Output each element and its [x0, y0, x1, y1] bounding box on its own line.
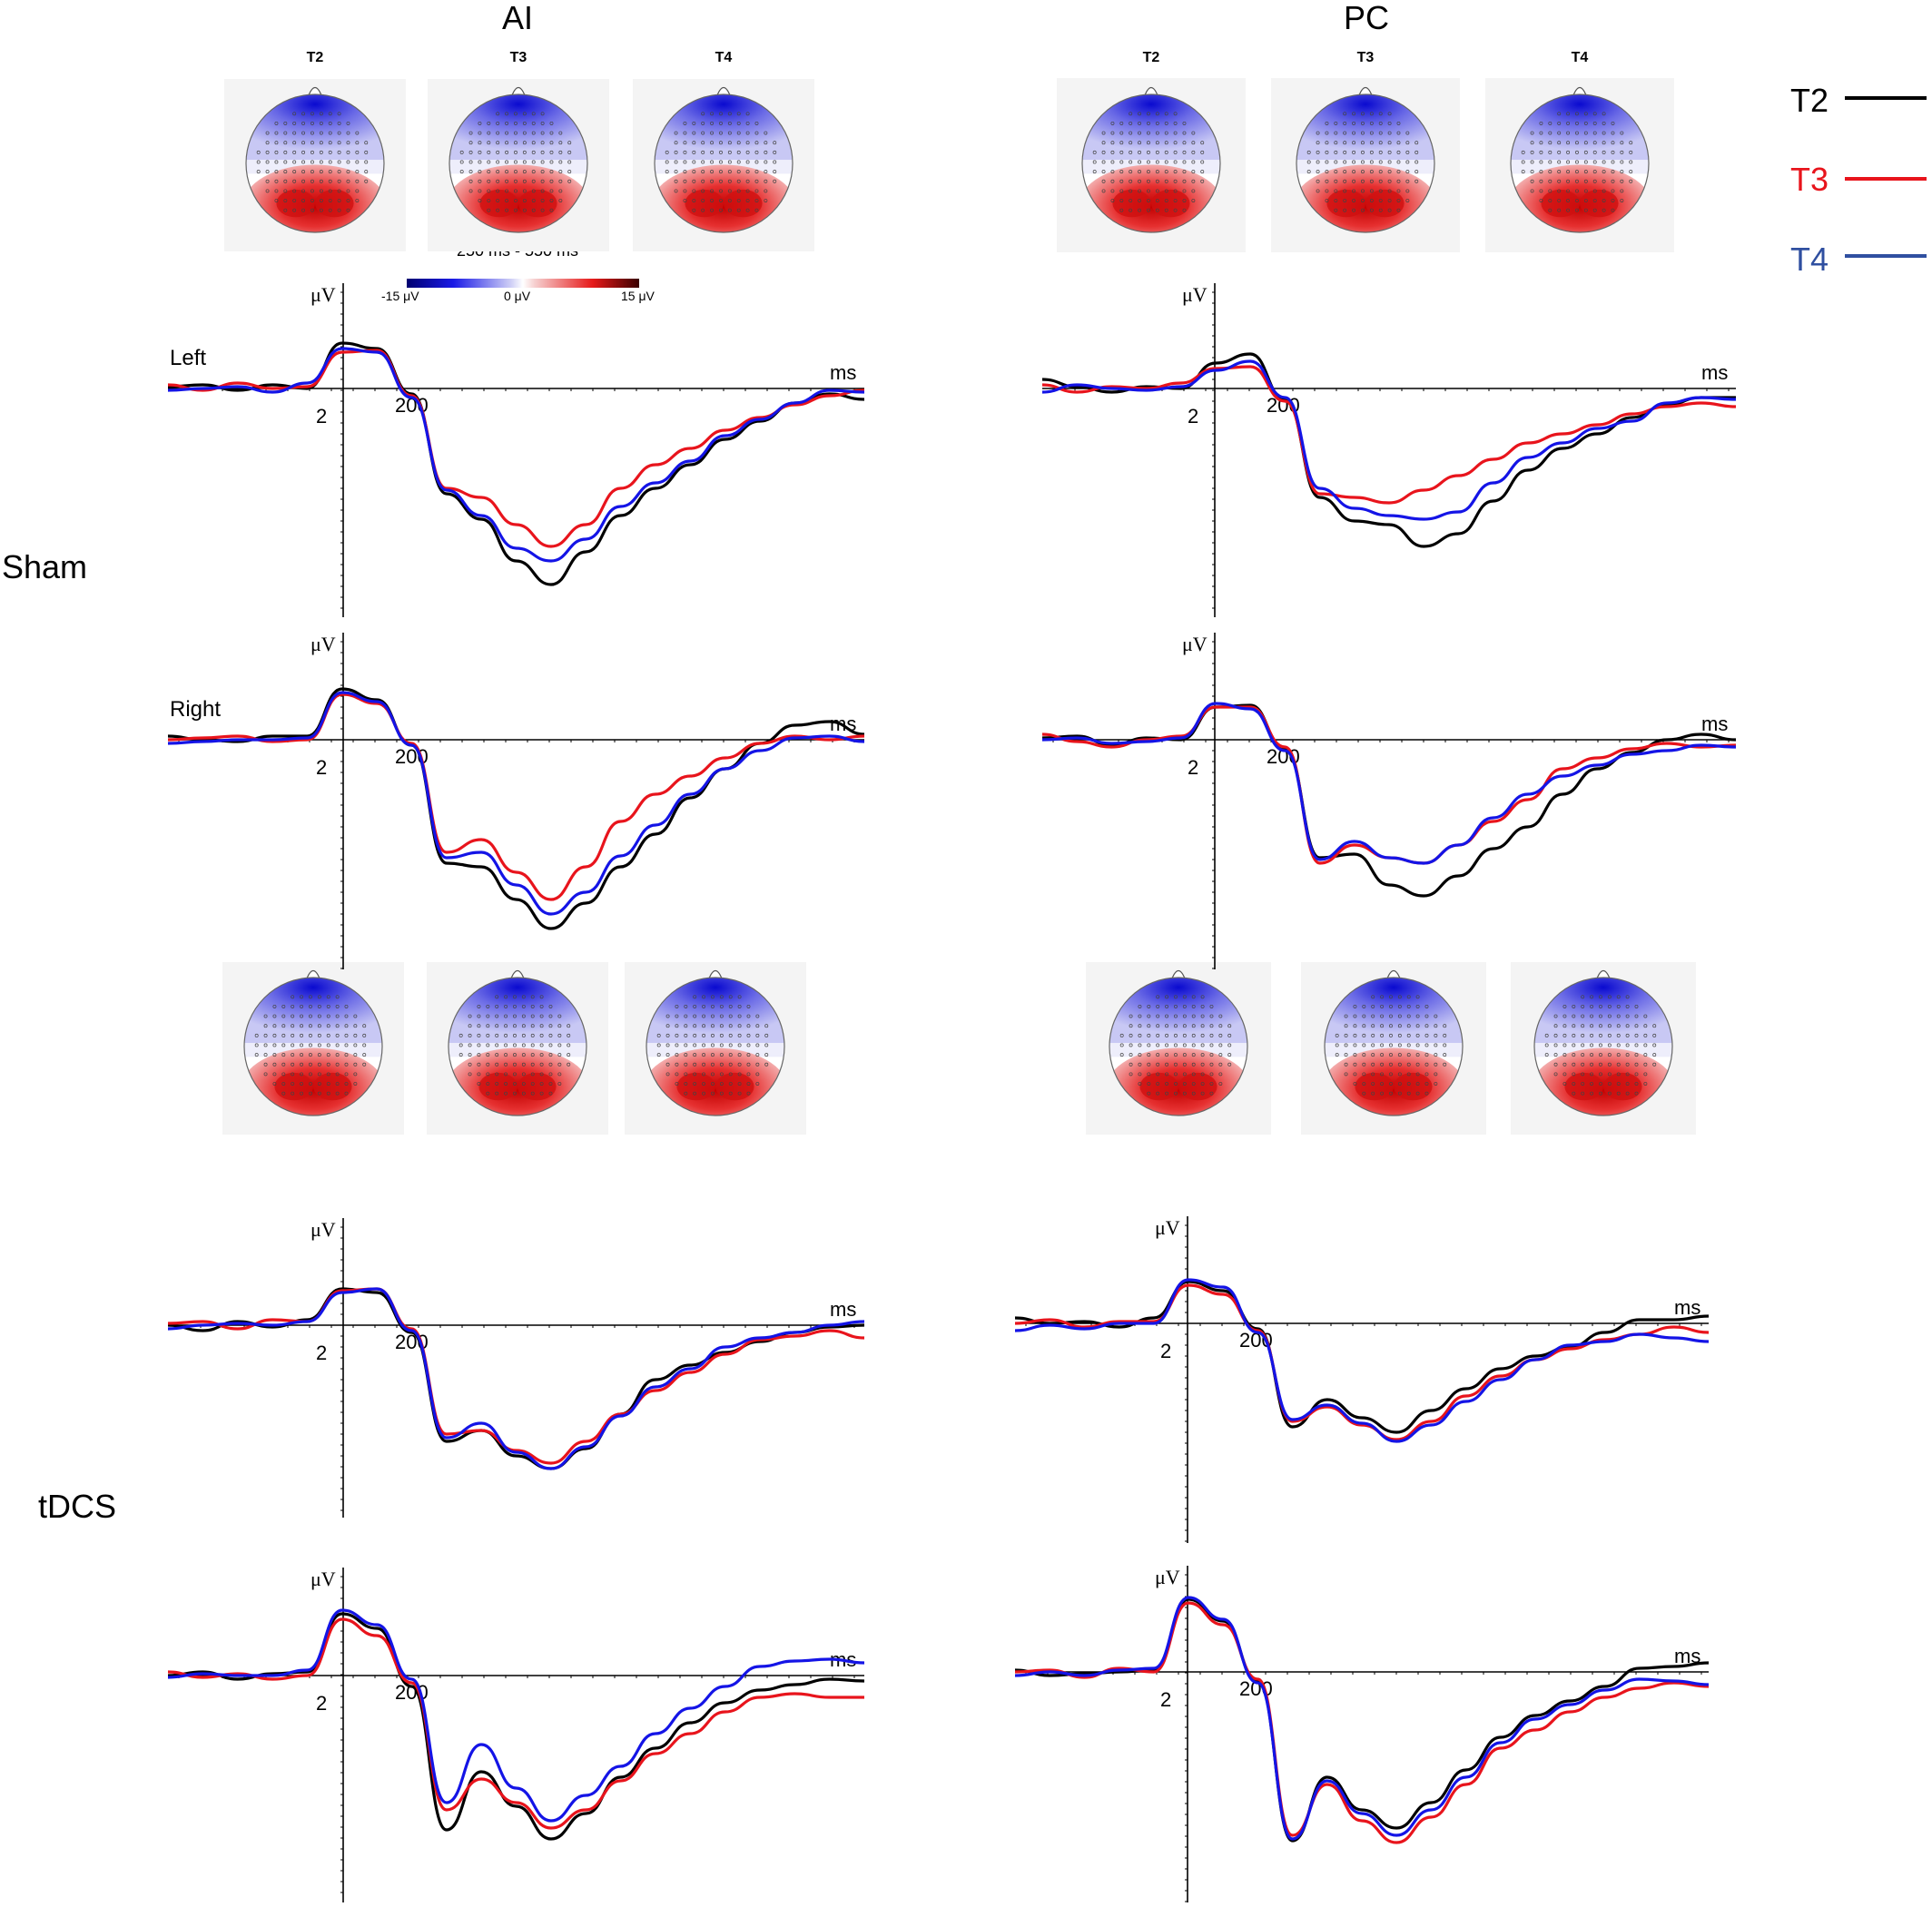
x-unit-label: ms: [830, 361, 856, 384]
erp-line-t3: [1041, 705, 1737, 865]
topomap: T2: [224, 50, 406, 251]
y-unit-label: μV: [310, 1568, 336, 1590]
y-unit-label: μV: [310, 633, 336, 655]
y-unit-label: μV: [1182, 283, 1208, 306]
y-unit-label: μV: [1155, 1566, 1180, 1588]
x-unit-label: ms: [1701, 361, 1728, 384]
erp-line-t2: [1014, 1597, 1710, 1843]
erp-line-t3: [1041, 365, 1737, 505]
topomap: T3: [1271, 50, 1460, 252]
erp-line-t3: [167, 349, 865, 548]
y-tick-label: 2: [316, 405, 327, 428]
y-unit-label: μV: [310, 283, 336, 306]
topomap: T4: [1485, 50, 1674, 252]
y-unit-label: μV: [1182, 633, 1208, 655]
topomap: [1301, 962, 1486, 1135]
colorbar: [407, 279, 639, 288]
topomap: [625, 962, 806, 1135]
erp-line-t4: [167, 347, 865, 563]
y-tick-label: 2: [1160, 1688, 1171, 1711]
x-unit-label: ms: [1701, 713, 1728, 735]
topomap: T2: [1057, 50, 1246, 252]
erp-line-t3: [1014, 1601, 1710, 1844]
legend-label-t4: T4: [1790, 241, 1828, 278]
erp-line-t4: [1014, 1596, 1710, 1841]
topomap-title: T3: [510, 50, 527, 65]
y-tick-label: 2: [316, 1342, 327, 1364]
erp-line-t4: [1014, 1278, 1710, 1443]
erp-panels: μVms2002LeftμVms2002RightμVms2002μVms200…: [167, 283, 1737, 1902]
y-tick-label: 2: [316, 1692, 327, 1715]
colorbar-mid-label: 0 μV: [504, 289, 531, 303]
topomap-title: T2: [1143, 50, 1160, 65]
y-tick-label: 2: [1188, 405, 1198, 428]
topomap-title: T2: [307, 50, 324, 65]
y-unit-label: μV: [1155, 1216, 1180, 1239]
erp-line-t2: [167, 687, 865, 930]
y-unit-label: μV: [310, 1218, 336, 1241]
erp-line-t2: [1014, 1280, 1710, 1434]
topomap-title: T4: [715, 50, 733, 65]
erp-line-t3: [167, 1617, 864, 1830]
colorbar-min-label: -15 μV: [381, 289, 419, 303]
erp-line-t4: [1041, 359, 1737, 521]
erp-line-t2: [1041, 352, 1736, 548]
erp-line-t4: [167, 1608, 865, 1823]
topomaps: T2 T3 T4 T2 T3 T4: [222, 50, 1696, 1135]
topomap: [222, 962, 404, 1135]
topomap: T3: [428, 50, 609, 251]
topomap-title: T4: [1572, 50, 1589, 65]
erp-line-t4: [167, 691, 865, 916]
erp-line-t4: [1041, 702, 1737, 865]
topomap: [1511, 962, 1696, 1135]
erp-line-t2: [167, 1287, 865, 1470]
topomap: [1086, 962, 1271, 1135]
hemisphere-label: Right: [170, 697, 221, 722]
topomap-title: T3: [1357, 50, 1375, 65]
topomap: [427, 962, 608, 1135]
y-tick-label: 2: [316, 756, 327, 779]
column-title-pc: PC: [1344, 0, 1389, 36]
erp-line-t3: [167, 1287, 865, 1465]
erp-line-t3: [167, 693, 865, 901]
erp-line-t4: [167, 1287, 865, 1470]
y-tick-label: 2: [1160, 1340, 1171, 1362]
legend: T2 T3 T4: [1790, 82, 1927, 278]
y-tick-label: 2: [1188, 756, 1198, 779]
topomap: T4: [633, 50, 814, 251]
legend-label-t3: T3: [1790, 161, 1828, 198]
hemisphere-label: Left: [170, 346, 206, 370]
x-unit-label: ms: [830, 1298, 856, 1321]
legend-label-t2: T2: [1790, 82, 1828, 119]
erp-line-t2: [167, 1612, 865, 1841]
x-unit-label: ms: [1674, 1296, 1700, 1319]
erp-line-t2: [1041, 703, 1737, 898]
row-label-sham: Sham: [2, 548, 87, 585]
column-title-ai: AI: [502, 0, 533, 36]
row-label-tdcs: tDCS: [38, 1488, 116, 1525]
colorbar-max-label: 15 μV: [621, 289, 656, 303]
